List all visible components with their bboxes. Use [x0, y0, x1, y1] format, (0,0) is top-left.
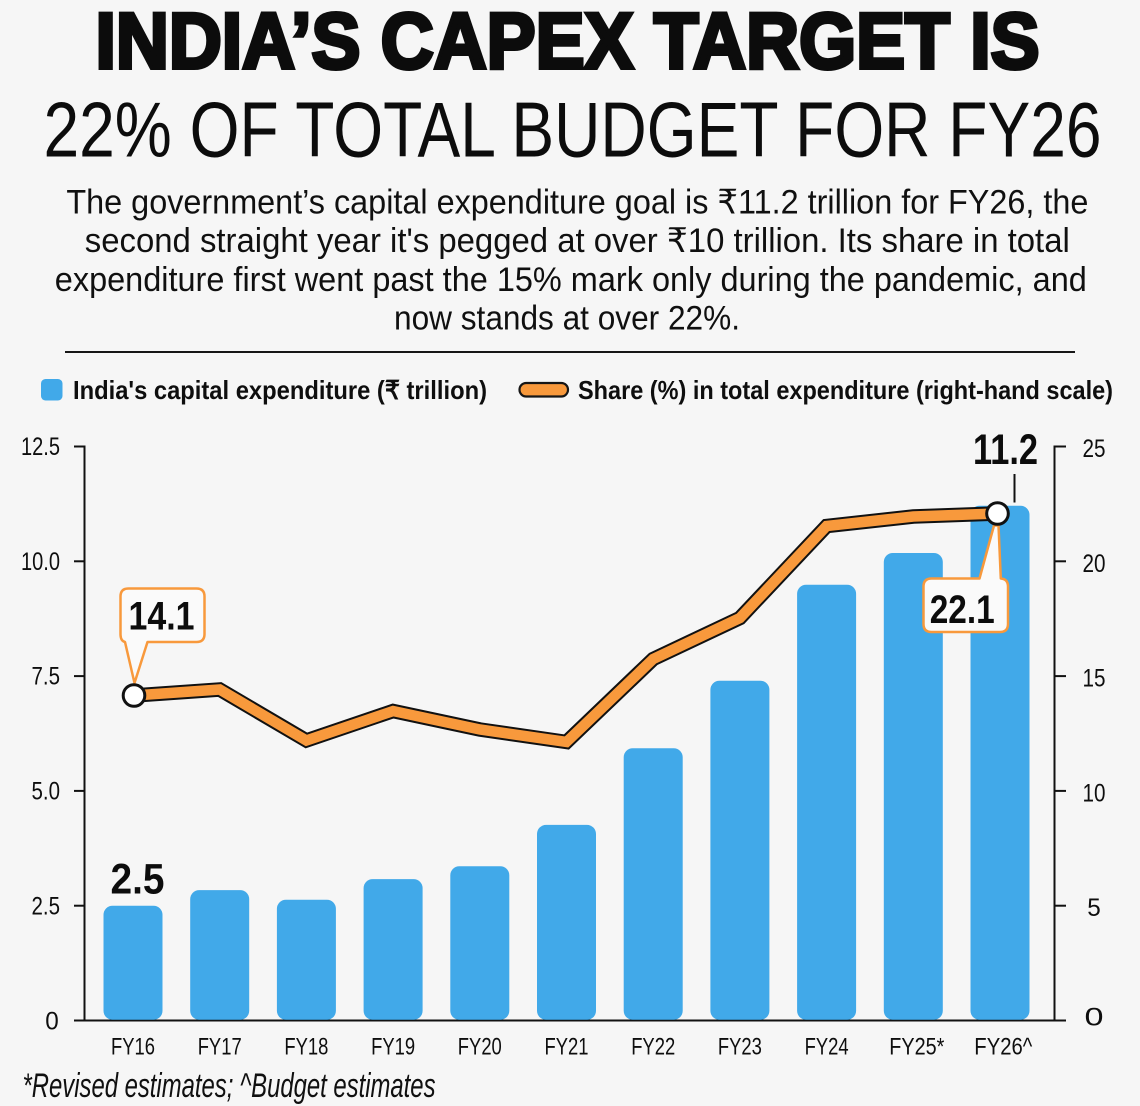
- svg-text:FY24: FY24: [805, 1034, 849, 1061]
- svg-text:5: 5: [1087, 894, 1101, 922]
- svg-text:Share (%) in total expenditure: Share (%) in total expenditure (right-ha…: [578, 375, 1113, 405]
- svg-text:10: 10: [1083, 779, 1106, 807]
- svg-text:2.5: 2.5: [111, 856, 165, 904]
- svg-text:25: 25: [1083, 435, 1106, 463]
- svg-text:FY26^: FY26^: [974, 1034, 1033, 1061]
- svg-text:FY21: FY21: [545, 1034, 589, 1061]
- svg-text:FY20: FY20: [458, 1034, 502, 1061]
- svg-text:20: 20: [1083, 550, 1106, 578]
- svg-text:FY22: FY22: [631, 1034, 675, 1061]
- svg-text:FY17: FY17: [198, 1034, 242, 1061]
- svg-text:FY25*: FY25*: [889, 1034, 944, 1061]
- svg-text:12.5: 12.5: [21, 433, 60, 461]
- svg-text:0: 0: [45, 1008, 59, 1036]
- svg-text:INDIA’S CAPEX TARGET IS: INDIA’S CAPEX TARGET IS: [96, 0, 1040, 85]
- svg-text:2.5: 2.5: [32, 892, 61, 920]
- svg-text:*Revised estimates; ^Budget es: *Revised estimates; ^Budget estimates: [23, 1067, 436, 1105]
- svg-text:15: 15: [1083, 665, 1106, 693]
- svg-text:5.0: 5.0: [32, 778, 61, 806]
- svg-text:FY18: FY18: [284, 1034, 328, 1061]
- svg-text:The government’s capital expen: The government’s capital expenditure goa…: [66, 184, 1088, 222]
- svg-text:22% OF TOTAL BUDGET FOR FY26: 22% OF TOTAL BUDGET FOR FY26: [44, 85, 1102, 173]
- svg-text:0: 0: [1085, 1004, 1104, 1032]
- svg-text:second straight year it's pegg: second straight year it's pegged at over…: [85, 222, 1070, 260]
- svg-text:11.2: 11.2: [973, 426, 1038, 474]
- svg-text:22.1: 22.1: [930, 588, 995, 632]
- svg-text:14.1: 14.1: [129, 595, 195, 639]
- svg-text:now stands at over 22%.: now stands at over 22%.: [394, 299, 740, 337]
- svg-text:FY23: FY23: [718, 1034, 762, 1061]
- svg-text:India's capital expenditure (₹: India's capital expenditure (₹ trillion): [73, 375, 487, 405]
- svg-text:10.0: 10.0: [21, 548, 60, 576]
- svg-text:7.5: 7.5: [32, 663, 61, 691]
- svg-text:FY16: FY16: [111, 1034, 155, 1061]
- svg-text:FY19: FY19: [371, 1034, 415, 1061]
- svg-text:expenditure first went past th: expenditure first went past the 15% mark…: [55, 261, 1087, 299]
